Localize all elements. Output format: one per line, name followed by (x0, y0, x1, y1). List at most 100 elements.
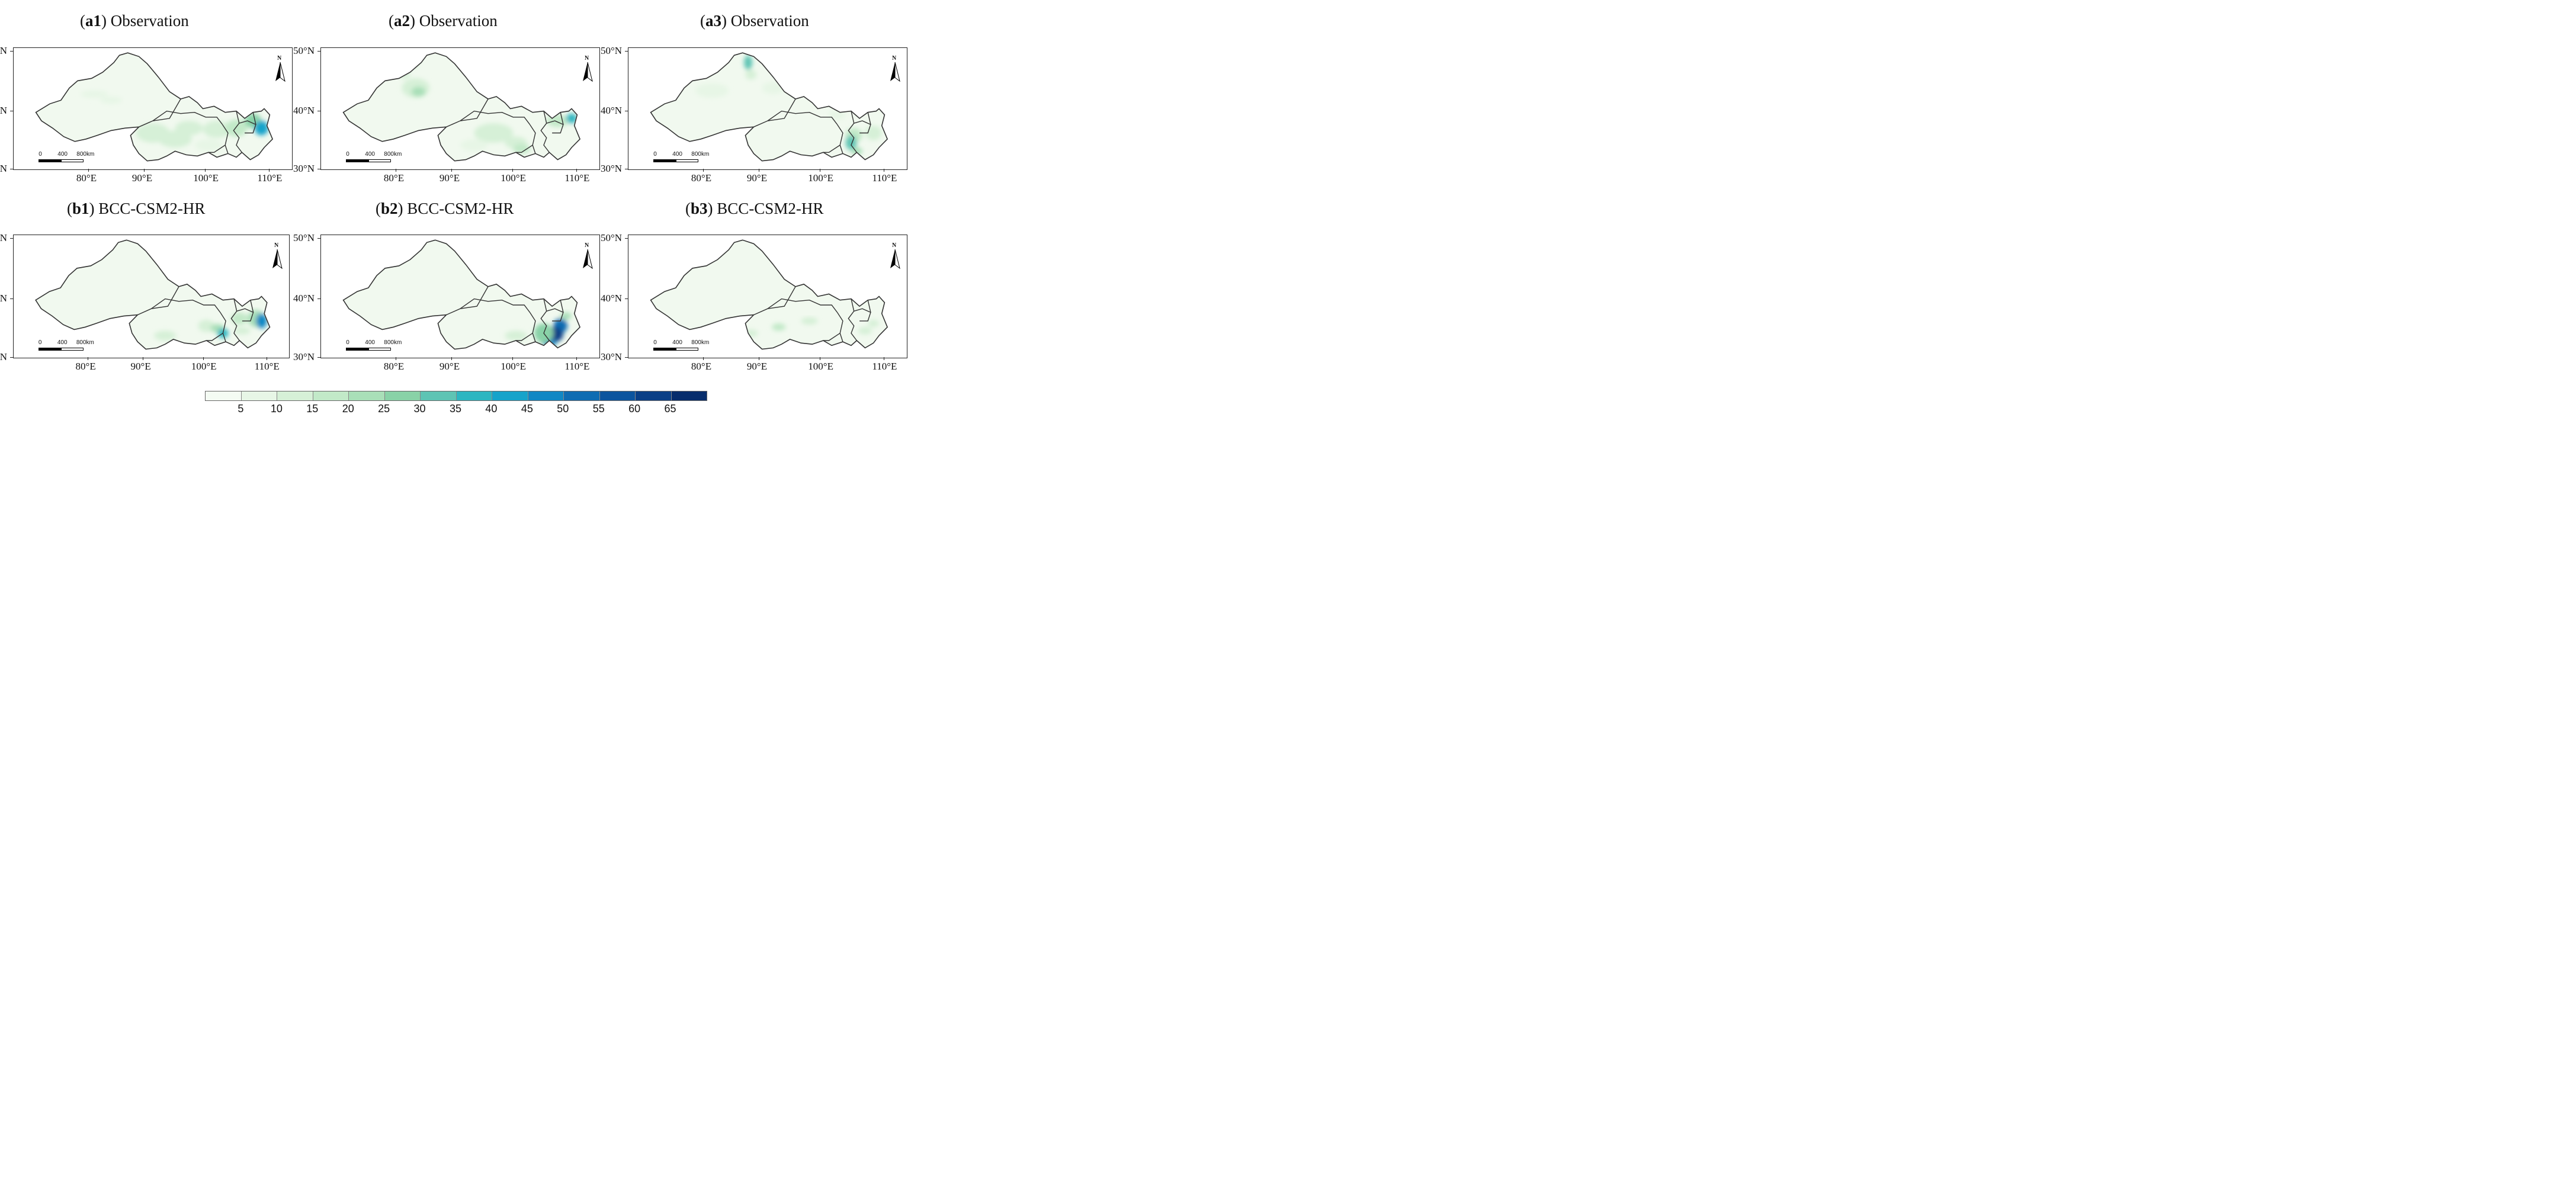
shading-blob (858, 327, 872, 335)
panel-title-a2: (a2) Observation (389, 12, 498, 30)
lon-label: 80°E (75, 361, 96, 372)
scale-bar: 0 400 800km (39, 151, 94, 164)
lat-tick (317, 298, 320, 299)
lat-label: 40°N (0, 104, 8, 116)
lon-label: 80°E (76, 172, 97, 184)
colorbar (205, 391, 707, 401)
lat-label: 50°N (601, 232, 623, 244)
colorbar-label: 20 (342, 403, 354, 415)
lat-label: 50°N (601, 45, 623, 57)
scale-label: 400 (365, 339, 375, 346)
lon-label: 90°E (130, 361, 151, 372)
lat-tick (625, 298, 628, 299)
map-svg-a1 (35, 52, 274, 162)
shading-blob (801, 317, 818, 325)
colorbar-label: 30 (413, 403, 426, 415)
lon-label: 90°E (746, 172, 768, 184)
panel-title-a1: (a1) Observation (80, 12, 189, 30)
lon-tick (702, 357, 704, 360)
lat-label: 40°N (293, 292, 315, 304)
lon-label: 80°E (691, 172, 712, 184)
map-svg-b1 (35, 239, 271, 350)
scale-bar-black (653, 347, 676, 351)
map-svg-a2 (342, 52, 581, 162)
colorbar-label: 65 (664, 403, 676, 415)
lon-tick (205, 169, 206, 172)
scale-bar-black (39, 159, 62, 163)
colorbar-label: 25 (378, 403, 390, 415)
lon-label: 110°E (564, 361, 590, 372)
colorbar-label: 60 (628, 403, 641, 415)
colorbar-label: 5 (238, 403, 244, 415)
lat-label: 30°N (293, 163, 315, 174)
lon-label: 100°E (193, 172, 219, 184)
scale-label: 400 (57, 151, 68, 158)
lon-tick (702, 169, 704, 172)
shading-blob (460, 139, 488, 152)
panel-title-b3: (b3) BCC-CSM2-HR (685, 200, 824, 217)
province-boundary (233, 111, 242, 153)
province-boundary (460, 110, 531, 125)
province-boundary (516, 333, 533, 341)
map-svg-a3 (650, 52, 888, 162)
province-boundary (529, 124, 536, 154)
lon-tick (512, 357, 514, 360)
map-panel-b3: 0 400 800km N (628, 235, 907, 358)
scale-bar: 0 400 800km (346, 151, 402, 164)
scale-bar-black (346, 347, 369, 351)
shading-blob (695, 83, 729, 98)
north-arrow-icon: N (888, 55, 902, 85)
lon-tick (203, 357, 204, 360)
scale-bar-white (368, 347, 392, 351)
shading-blob (714, 325, 732, 332)
scale-label: 400 (672, 339, 682, 346)
shading-blob (851, 147, 862, 155)
lat-label: 50°N (0, 232, 8, 244)
lat-label: 30°N (601, 163, 623, 174)
scale-label: 0 (38, 339, 42, 346)
shading-blob (513, 143, 530, 154)
lat-tick (317, 51, 320, 52)
province-boundary (151, 298, 221, 313)
map-panel-a2: 0 400 800km N (320, 47, 600, 170)
scale-bar-white (676, 159, 699, 163)
scale-label: 400 (57, 339, 68, 346)
region-land-a1 (36, 53, 273, 161)
scale-bar-white (368, 159, 392, 163)
panel-title-b1: (b1) BCC-CSM2-HR (67, 200, 206, 217)
province-boundary (252, 112, 256, 125)
scale-bar-black (38, 347, 61, 351)
region-land-a2 (343, 53, 580, 161)
shading-blob (744, 329, 758, 337)
lat-tick (317, 357, 320, 358)
shading-blob (175, 121, 203, 136)
scale-label: 400 (365, 151, 375, 158)
scale-label: 800km (384, 151, 402, 158)
lat-label: 50°N (0, 45, 8, 57)
north-letter: N (585, 55, 589, 62)
shading-blob (225, 119, 248, 137)
province-boundary (540, 111, 550, 153)
lat-label: 50°N (293, 232, 315, 244)
colorbar-cell (492, 391, 528, 400)
province-boundary (867, 112, 871, 125)
colorbar-cell (456, 391, 492, 400)
lon-label: 80°E (691, 361, 712, 372)
colorbar-label: 40 (485, 403, 498, 415)
colorbar-cell (349, 391, 385, 400)
colorbar-cell (277, 391, 313, 400)
scale-bar: 0 400 800km (38, 339, 94, 352)
province-boundary (560, 300, 564, 313)
scale-label: 800km (691, 339, 710, 346)
lon-label: 100°E (501, 361, 526, 372)
scale-label: 800km (76, 151, 95, 158)
lat-label: 30°N (601, 351, 623, 362)
north-arrow-icon: N (888, 242, 902, 272)
scale-bar: 0 400 800km (653, 339, 709, 352)
lat-tick (625, 357, 628, 358)
shading-blob (254, 121, 269, 136)
province-boundary (823, 145, 841, 153)
province-boundary (529, 312, 536, 342)
map-svg-b2 (342, 239, 581, 350)
province-boundary (848, 111, 857, 153)
